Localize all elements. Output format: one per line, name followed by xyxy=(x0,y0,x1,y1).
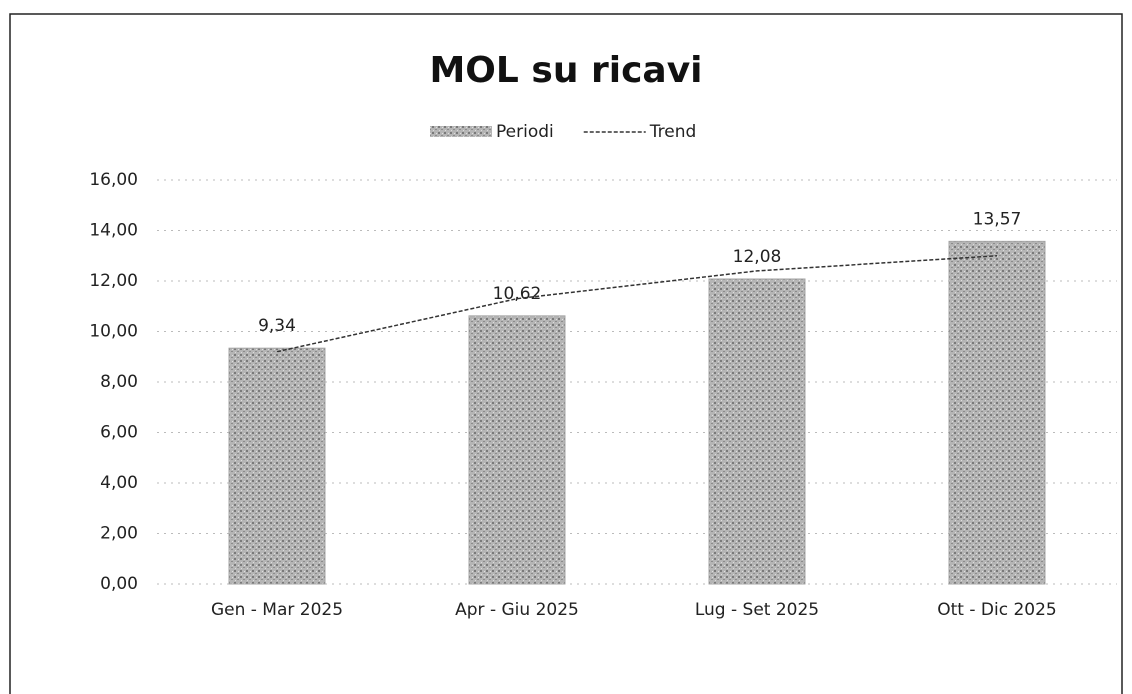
x-tick-label: Apr - Giu 2025 xyxy=(455,600,579,620)
y-tick-label: 2,00 xyxy=(100,524,138,544)
y-tick-label: 8,00 xyxy=(100,372,138,392)
legend-label: Trend xyxy=(649,122,697,142)
data-label: 12,08 xyxy=(733,247,782,267)
x-tick-label: Lug - Set 2025 xyxy=(695,600,819,620)
bar xyxy=(228,347,326,585)
y-tick-label: 14,00 xyxy=(89,221,138,241)
y-tick-label: 6,00 xyxy=(100,423,138,443)
trend-line xyxy=(276,255,998,353)
data-label: 10,62 xyxy=(493,284,542,304)
chart-title: MOL su ricavi xyxy=(429,50,702,91)
x-tick-label: Gen - Mar 2025 xyxy=(211,600,343,620)
x-tick-label: Ott - Dic 2025 xyxy=(937,600,1056,620)
bar xyxy=(948,240,1046,585)
legend-label: Periodi xyxy=(496,122,554,142)
frame xyxy=(9,13,1123,694)
y-tick-label: 4,00 xyxy=(100,473,138,493)
bar xyxy=(468,315,566,585)
legend-swatch xyxy=(430,126,492,137)
y-tick-label: 0,00 xyxy=(100,574,138,594)
bar xyxy=(708,278,806,585)
y-tick-label: 10,00 xyxy=(89,322,138,342)
data-label: 9,34 xyxy=(258,316,296,336)
y-tick-label: 16,00 xyxy=(89,170,138,190)
data-label: 13,57 xyxy=(973,209,1022,229)
y-tick-label: 12,00 xyxy=(89,271,138,291)
